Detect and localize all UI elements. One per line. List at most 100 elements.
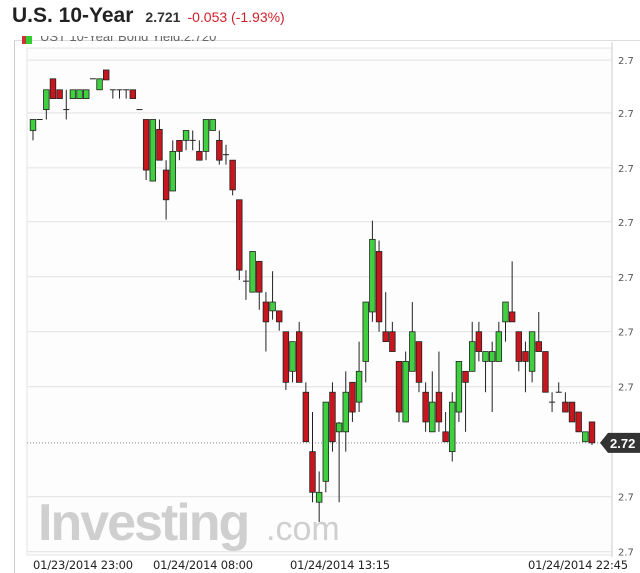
candle-up: [182, 130, 190, 141]
candle-down: [236, 199, 243, 271]
y-tick-label: 2.7: [618, 328, 634, 339]
x-label: 01/24/2014 22:45: [528, 558, 628, 572]
instrument-header: U.S. 10-Year 2.721 -0.053 (-1.93%): [12, 4, 285, 36]
candle-down: [142, 119, 150, 171]
candle-down: [395, 361, 403, 413]
candle-up: [469, 341, 476, 372]
candle-up: [209, 119, 216, 131]
candle-up: [582, 431, 589, 443]
candle-up: [96, 78, 103, 91]
candle-up: [322, 401, 330, 482]
y-tick-label: 2.7: [618, 218, 634, 229]
candle-down: [462, 370, 469, 383]
candle-down: [229, 159, 236, 191]
y-tick-label: 2.7: [618, 383, 634, 394]
candle-up: [362, 301, 369, 362]
candle-down: [382, 331, 389, 343]
last-price: 2.721: [145, 9, 181, 25]
investing-logo-suffix: .com: [266, 510, 340, 548]
candle-legend-icon: [22, 36, 32, 44]
x-label: 01/23/2014 23:00: [33, 558, 133, 572]
candle-up: [269, 301, 276, 312]
candle-down: [475, 331, 483, 352]
candle-down: [535, 341, 542, 352]
candle-up: [369, 238, 376, 313]
candle-up: [455, 361, 463, 413]
candle-up: [528, 331, 536, 372]
candle-up: [69, 89, 77, 99]
candle-down: [375, 251, 383, 323]
candle-up: [169, 150, 176, 192]
candle-up: [83, 89, 90, 99]
y-tick-label: 2.7: [618, 493, 634, 504]
candle-up: [355, 370, 363, 403]
candle-down: [295, 331, 303, 383]
candle-up: [335, 422, 343, 433]
y-tick-label: 2.7: [618, 164, 634, 175]
candle-up: [29, 119, 37, 131]
candle-up: [202, 119, 210, 152]
candle-up: [149, 119, 156, 182]
candle-down: [575, 411, 582, 433]
candle-down: [256, 260, 263, 293]
y-tick-label: 2.7: [618, 548, 634, 559]
candle-down: [262, 301, 270, 323]
candle-up: [429, 401, 436, 433]
price-change: -0.053 (-1.93%): [187, 9, 285, 25]
candle-down: [282, 331, 290, 383]
candle-up: [449, 401, 456, 453]
candle-up: [43, 89, 50, 110]
plot-area: [26, 47, 613, 556]
instrument-title: U.S. 10-Year: [12, 4, 134, 27]
chart-frame: [14, 40, 640, 573]
candle-down: [156, 128, 163, 161]
candle-up: [249, 251, 256, 293]
candle-down: [302, 391, 310, 443]
candle-down: [568, 401, 576, 423]
x-label: 01/24/2014 08:00: [153, 558, 253, 572]
candle-up: [502, 301, 509, 323]
y-tick-label: 2.7: [618, 109, 634, 120]
x-label: 01/24/2014 13:15: [290, 558, 390, 572]
candle-down: [562, 401, 569, 413]
candle-up: [402, 361, 409, 423]
candle-down: [309, 451, 316, 493]
candle-down: [522, 351, 529, 362]
candle-down: [349, 381, 356, 413]
candle-down: [435, 391, 443, 423]
candle-down: [103, 69, 110, 81]
candle-down: [176, 139, 183, 152]
candle-up: [289, 341, 296, 372]
candle-down: [276, 310, 283, 323]
y-tick-label: 2.7: [618, 56, 634, 67]
y-tick-label: 2.7: [618, 273, 634, 284]
candle-down: [329, 391, 336, 443]
legend-text: UST 10-Year Bond Yield:2.720: [40, 36, 217, 44]
candle-up: [495, 331, 503, 362]
candle-down: [442, 431, 449, 443]
candle-down: [542, 351, 549, 393]
candle-down: [422, 391, 429, 423]
candle-down: [196, 150, 203, 161]
candle-down: [508, 311, 516, 323]
candle-up: [76, 89, 83, 99]
candle-down: [515, 331, 522, 362]
candle-up: [482, 351, 489, 362]
candle-up: [409, 331, 416, 372]
candle-down: [56, 89, 63, 99]
candle-down: [389, 331, 396, 352]
candle-down: [588, 421, 596, 444]
current-price-tag: [600, 432, 640, 453]
candle-down: [415, 341, 423, 383]
candle-down: [49, 78, 57, 99]
candle-down: [162, 169, 170, 201]
candle-down: [129, 89, 137, 99]
candle-down: [216, 139, 223, 161]
current-price-tag-label: 2.72: [610, 436, 635, 451]
candle-up: [315, 491, 323, 503]
chart-legend: UST 10-Year Bond Yield:2.720: [22, 36, 322, 48]
candle-up: [342, 391, 349, 433]
candle-up: [488, 351, 496, 362]
investing-logo-watermark: Investing: [38, 494, 248, 552]
